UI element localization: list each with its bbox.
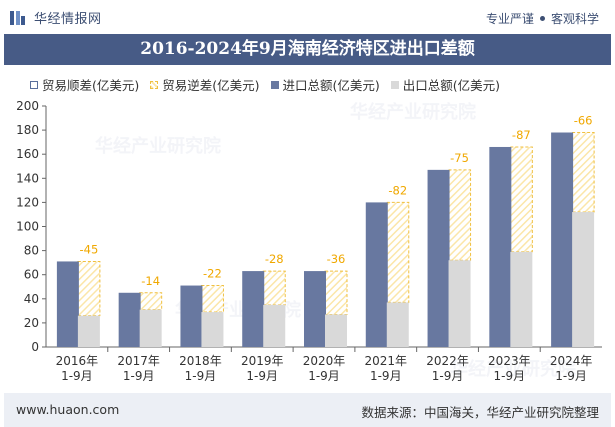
export-bar [325,314,347,347]
x-tick-label: 2021年 1-9月 [365,354,408,383]
legend-swatch-import [270,80,279,89]
separator-dot-icon [539,16,545,21]
import-bar [180,285,203,347]
y-tick-label: 200 [16,99,39,113]
chart-title-bar: 2016-2024年9月海南经济特区进出口差额 [4,34,611,65]
x-tick-label: 2017年 1-9月 [117,354,160,383]
y-tick-label: 100 [16,220,39,234]
footer: www.huaon.com 数据来源：中国海关，华经产业研究院整理 [4,393,611,427]
legend-label-export: 出口总额(亿美元) [402,78,501,93]
deficit-bar [509,146,533,253]
footer-source: 数据来源：中国海关，华经产业研究院整理 [361,405,599,420]
x-tick-label: 2020年 1-9月 [303,354,346,383]
brand-name: 华经情报网 [34,12,102,27]
y-tick-label: 180 [16,123,39,137]
export-bar [201,312,224,347]
y-tick-label: 60 [24,268,39,282]
deficit-bar [77,260,101,317]
tagline-right: 客观科学 [550,12,599,26]
brand-logo-icon [9,9,27,27]
import-bar [427,169,450,347]
deficit-bar [571,132,595,213]
legend-item-deficit: 贸易逆差(亿美元) [150,75,260,94]
deficit-bar [262,270,286,306]
watermark: 华经产业研究院 [350,102,476,123]
import-bar [551,132,574,347]
deficit-data-label: -66 [574,114,593,128]
deficit-data-label: -36 [327,252,346,266]
x-tick-label: 2022年 1-9月 [426,354,469,383]
x-tick-label: 2023年 1-9月 [488,354,531,383]
legend-item-surplus: 贸易顺差(亿美元) [30,75,139,94]
legend-swatch-deficit [150,80,159,89]
legend-label-deficit: 贸易逆差(亿美元) [162,78,260,93]
y-tick-label: 20 [24,316,39,330]
y-tick-label: 80 [24,244,39,258]
y-tick-label: 160 [16,147,39,161]
deficit-bar [139,292,163,311]
import-bar [242,271,265,347]
watermark: 华经产业研究院 [95,136,221,157]
y-tick-label: 0 [31,340,39,354]
deficit-data-label: -87 [512,128,531,142]
legend-item-import: 进口总额(亿美元) [270,75,380,94]
legend-swatch-surplus [30,80,38,89]
export-bar [263,304,286,347]
chart-plot: 0 20 40 60 80 100 120 140 160 180 200 -45 2016年 1-9月 -… [16,99,602,383]
footer-site-link[interactable]: www.huaon.com [16,402,120,417]
y-tick-label: 140 [16,171,39,185]
import-bar [365,202,388,347]
import-bar [56,261,79,347]
import-bar [304,271,326,347]
y-tick-label: 40 [24,292,39,306]
export-bar [386,302,409,347]
tagline: 专业严谨 客观科学 [486,10,599,27]
y-tick-label: 120 [16,195,39,209]
deficit-data-label: -14 [141,274,160,288]
chart-title: 2016-2024年9月海南经济特区进出口差额 [140,39,475,59]
x-tick-label: 2016年 1-9月 [56,354,99,383]
deficit-data-label: -28 [265,252,284,266]
export-bar [572,212,595,347]
tagline-left: 专业严谨 [485,12,534,26]
legend-item-export: 出口总额(亿美元) [390,75,501,94]
deficit-bar [386,201,410,303]
x-tick-label: 2018年 1-9月 [179,354,222,383]
deficit-bar [324,270,348,315]
export-bar [448,260,471,347]
watermark: 华经产业研究院 [450,359,576,380]
deficit-bar [200,285,224,313]
deficit-data-label: -82 [388,183,407,197]
import-bar [489,146,512,347]
export-bar [510,251,533,347]
deficit-bar [448,169,472,261]
deficit-data-label: -22 [203,267,222,281]
brand[interactable]: 华经情报网 [9,8,102,27]
deficit-data-label: -45 [79,242,98,256]
legend-swatch-export [390,80,399,89]
export-bar [139,309,162,347]
x-tick-label: 2024年 1-9月 [550,354,593,383]
legend-label-surplus: 贸易顺差(亿美元) [42,78,140,93]
export-bar [77,315,100,347]
top-bar: 华经情报网 专业严谨 客观科学 [0,0,615,34]
import-bar [118,292,141,347]
legend-label-import: 进口总额(亿美元) [282,78,380,93]
x-tick-label: 2019年 1-9月 [241,354,284,383]
deficit-data-label: -75 [450,151,469,165]
chart-legend: 贸易顺差(亿美元) 贸易逆差(亿美元) 进口总额(亿美元) 出口总额(亿美元) [30,75,511,94]
